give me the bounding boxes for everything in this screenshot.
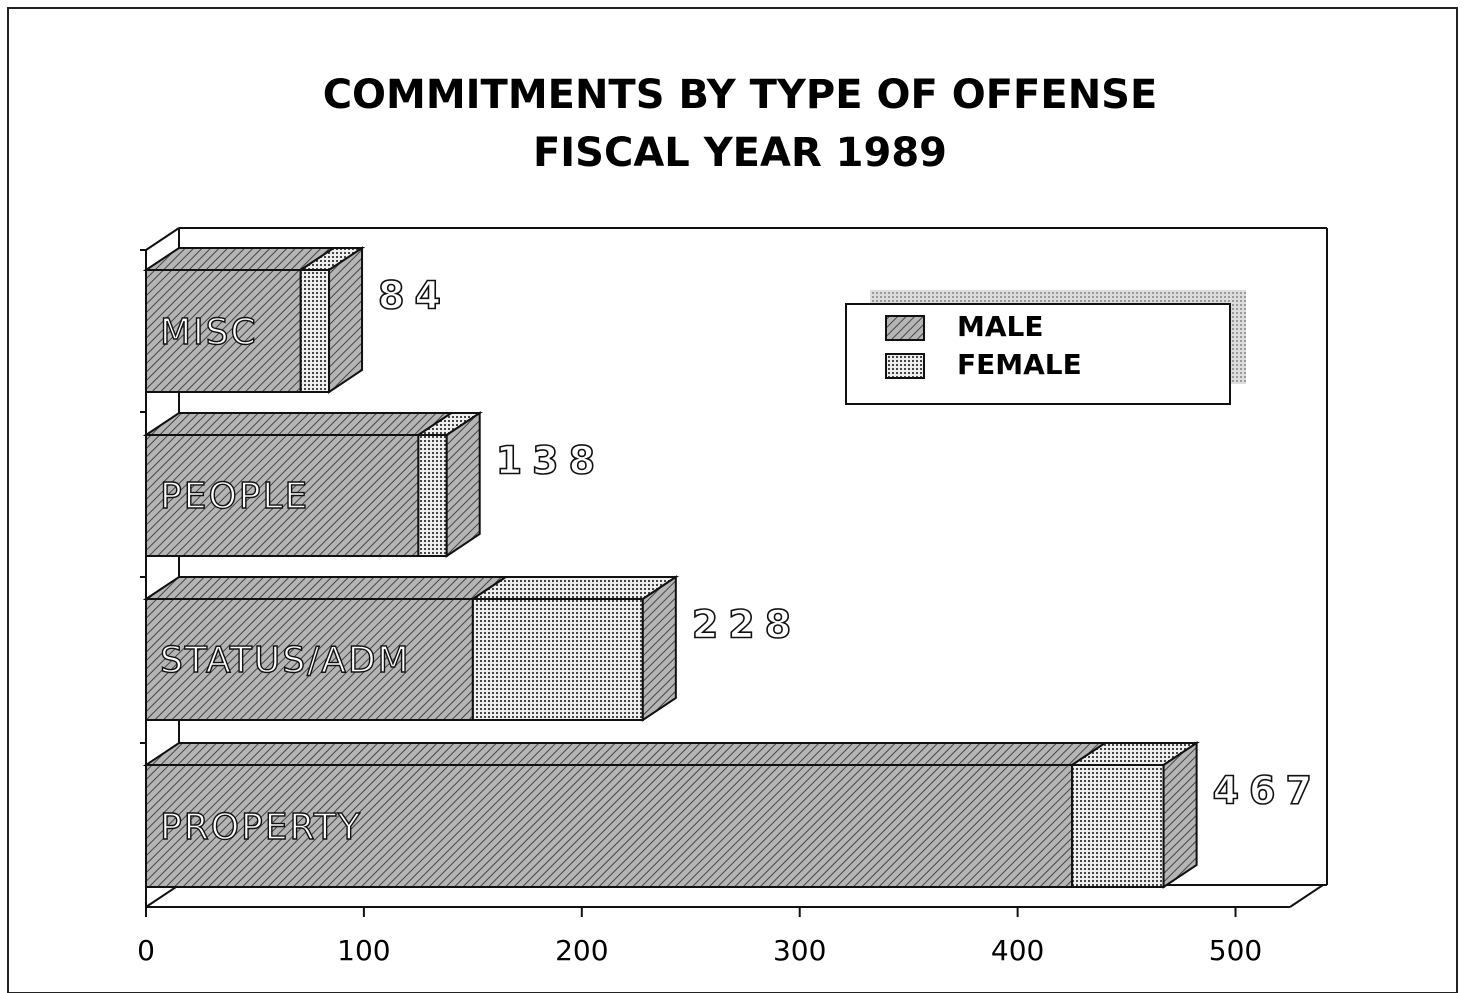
total-label: 84 (378, 274, 451, 318)
bar-front (145, 764, 1074, 888)
bar-side (641, 575, 677, 722)
category-label: MISC (160, 312, 258, 353)
x-tick-label: 100 (337, 934, 390, 967)
bar-segment (415, 412, 484, 557)
bar-front (145, 434, 420, 557)
category-label: PROPERTY (160, 807, 362, 848)
category-label: STATUS/ADM (160, 640, 411, 681)
chart-title: COMMITMENTS BY TYPE OF OFFENSE (323, 72, 1158, 118)
bar-segment (1068, 742, 1200, 888)
bar-side (445, 411, 481, 558)
bar-segment (142, 742, 1109, 888)
x-tick-label: 400 (991, 934, 1044, 967)
legend-swatch (885, 353, 925, 379)
bar-segment (297, 247, 366, 393)
total-label: 138 (496, 439, 605, 483)
x-tick-label: 300 (773, 934, 826, 967)
bar-segment (142, 576, 510, 721)
total-label: 228 (692, 603, 801, 647)
bar-front (417, 434, 448, 557)
bar-front (299, 269, 331, 393)
x-tick-label: 200 (555, 934, 608, 967)
x-tick-label: 0 (137, 934, 155, 967)
chart-subtitle: FISCAL YEAR 1989 (533, 130, 947, 176)
x-tick-label: 500 (1209, 934, 1262, 967)
category-label: PEOPLE (160, 476, 309, 517)
legend-swatch (885, 315, 925, 341)
bar-top (142, 742, 1109, 766)
bar-top (469, 576, 680, 600)
bar-front (145, 598, 474, 721)
legend-label: FEMALE (957, 348, 1082, 381)
bar-side (1162, 741, 1198, 889)
x-axis-end (1289, 884, 1324, 908)
bar-side (328, 246, 364, 394)
bar-top (142, 412, 455, 436)
bar-segment (469, 576, 680, 721)
bar-front (1071, 764, 1165, 888)
bar-front (145, 269, 302, 393)
total-label: 467 (1213, 769, 1322, 813)
legend-label: MALE (957, 310, 1044, 343)
bar-front (471, 598, 644, 721)
bar-segment (142, 412, 455, 557)
legend (845, 290, 1246, 405)
frame (7, 7, 1458, 993)
bar-top (142, 576, 510, 600)
bar-segment (142, 247, 338, 393)
